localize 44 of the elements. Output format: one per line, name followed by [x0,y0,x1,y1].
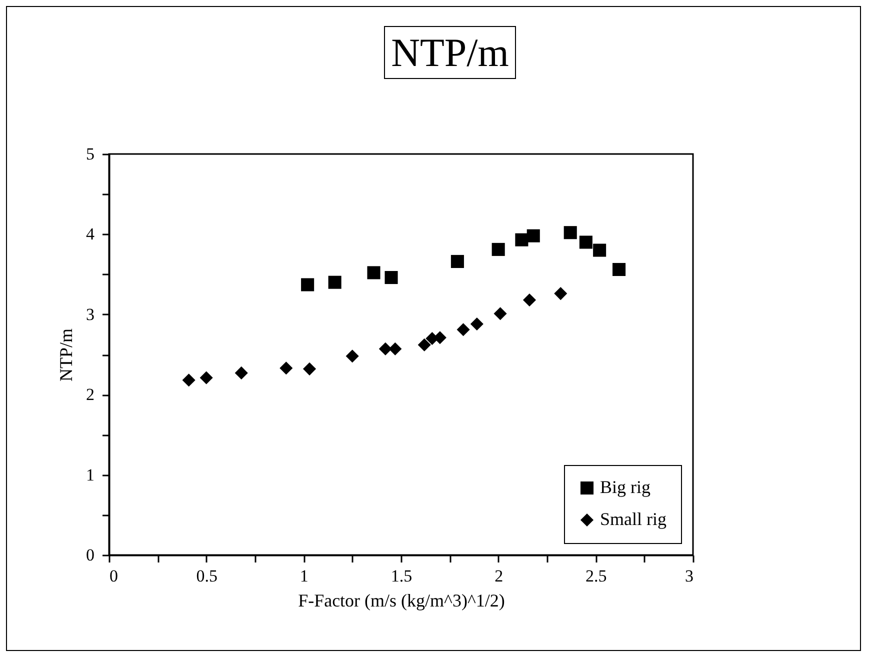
x-tick-label: 2 [494,566,504,586]
y-tick-label: 0 [86,546,94,564]
point [182,374,196,387]
x-tick-label: 0.5 [196,566,218,586]
point [579,236,592,249]
point [470,318,484,331]
point [418,338,431,352]
point [280,362,293,375]
point [494,307,507,320]
point [492,242,505,256]
point [522,293,536,306]
x-tick-label: 1.5 [390,566,412,586]
chart-title: NTP/m [384,26,516,79]
y-axis-title: NTP/m [56,328,76,382]
y-tick-label: 3 [86,304,94,324]
point [328,276,342,289]
point [367,266,380,280]
x-tick-label: 1 [300,566,308,586]
x-tick-label: 3 [685,566,694,586]
point [450,254,464,268]
point [564,226,577,240]
legend-label: Small rig [600,509,666,529]
point [346,350,359,363]
y-tick-label: 2 [86,385,94,404]
y-tick-label: 5 [86,144,94,164]
point [612,262,626,276]
point [302,362,316,376]
point [301,278,314,292]
legend-label: Big rig [600,477,651,497]
point [515,233,528,246]
point [200,371,213,384]
point [456,323,470,336]
x-axis-title: F-Factor (m/s (kg/m^3)^1/2) [298,590,505,610]
y-tick-label: 1 [86,465,94,484]
point [378,342,392,356]
point [593,244,606,257]
x-tick-label: 2.5 [586,566,607,586]
point [554,287,568,300]
point [234,366,248,380]
point [388,342,402,356]
point [526,229,540,242]
point [384,270,398,284]
x-tick-label: 0 [110,566,118,586]
y-tick-label: 4 [86,224,95,244]
